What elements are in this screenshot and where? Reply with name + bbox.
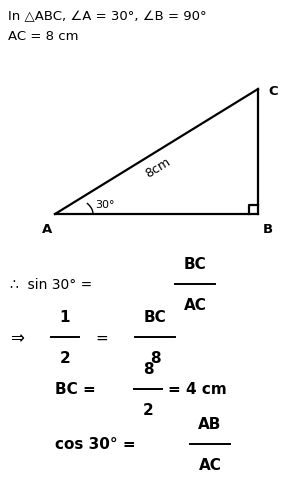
Text: In △ABC, ∠A = 30°, ∠B = 90°: In △ABC, ∠A = 30°, ∠B = 90° bbox=[8, 10, 207, 23]
Text: C: C bbox=[268, 85, 278, 98]
Text: AB: AB bbox=[198, 416, 222, 431]
Text: AC: AC bbox=[199, 457, 222, 472]
Text: 2: 2 bbox=[59, 350, 70, 365]
Text: B: B bbox=[263, 223, 273, 236]
Text: ∴  sin 30° =: ∴ sin 30° = bbox=[10, 277, 97, 291]
Text: 8: 8 bbox=[143, 361, 153, 376]
Text: 8cm: 8cm bbox=[143, 155, 173, 180]
Text: AC = 8 cm: AC = 8 cm bbox=[8, 30, 79, 43]
Text: cos 30° =: cos 30° = bbox=[55, 437, 141, 452]
Text: 2: 2 bbox=[143, 402, 153, 417]
Text: 1: 1 bbox=[60, 309, 70, 324]
Text: 8: 8 bbox=[150, 350, 160, 365]
Text: =: = bbox=[95, 330, 108, 345]
Text: BC: BC bbox=[184, 256, 206, 271]
Text: BC =: BC = bbox=[55, 382, 101, 396]
Text: BC: BC bbox=[144, 309, 166, 324]
Text: 30°: 30° bbox=[95, 200, 115, 210]
Text: ⇒: ⇒ bbox=[10, 328, 24, 346]
Text: A: A bbox=[42, 223, 52, 236]
Text: = 4 cm: = 4 cm bbox=[168, 382, 227, 396]
Text: AC: AC bbox=[183, 298, 207, 312]
